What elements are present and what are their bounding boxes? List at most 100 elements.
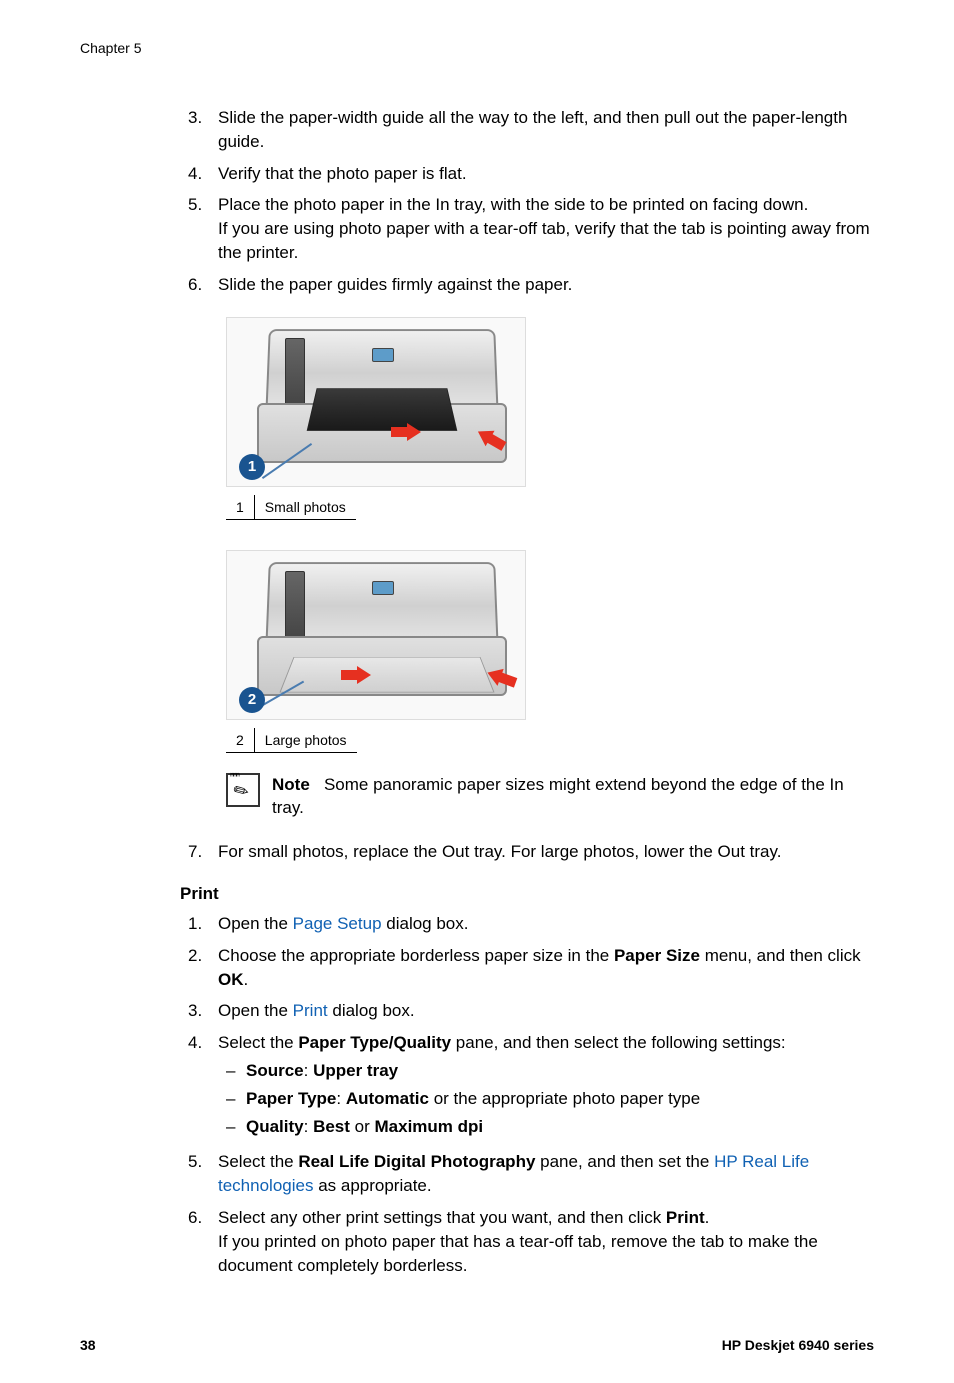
sub-list: Source: Upper tray Paper Type: Automatic… bbox=[218, 1059, 874, 1138]
step-text: Slide the paper-width guide all the way … bbox=[218, 106, 874, 154]
ok-bold: OK bbox=[218, 970, 244, 989]
print-steps-list: 1. Open the Page Setup dialog box. 2. Ch… bbox=[180, 912, 874, 1277]
step-4: 4. Verify that the photo paper is flat. bbox=[180, 162, 874, 186]
step-5-line1: Place the photo paper in the In tray, wi… bbox=[218, 195, 808, 214]
step-number: 1. bbox=[180, 912, 218, 936]
print-step-3: 3. Open the Print dialog box. bbox=[180, 999, 874, 1023]
print-bold: Print bbox=[666, 1208, 705, 1227]
printer-tray-small bbox=[307, 388, 458, 431]
step-text: Select any other print settings that you… bbox=[218, 1206, 874, 1277]
text: or bbox=[350, 1117, 375, 1136]
maximum-dpi-bold: Maximum dpi bbox=[375, 1117, 484, 1136]
step-5-line2: If you are using photo paper with a tear… bbox=[218, 219, 870, 262]
step-6: 6. Slide the paper guides firmly against… bbox=[180, 273, 874, 297]
text: or the appropriate photo paper type bbox=[429, 1089, 700, 1108]
print-heading: Print bbox=[180, 884, 874, 904]
figure-2-container: 2 2 Large photos bbox=[226, 550, 874, 753]
print-step-1: 1. Open the Page Setup dialog box. bbox=[180, 912, 874, 936]
step-text: For small photos, replace the Out tray. … bbox=[218, 840, 874, 864]
text: Choose the appropriate borderless paper … bbox=[218, 946, 614, 965]
print-link[interactable]: Print bbox=[293, 1001, 328, 1020]
figure-1-illustration: 1 bbox=[226, 317, 526, 487]
text: menu, and then click bbox=[700, 946, 861, 965]
page-container: Chapter 5 3. Slide the paper-width guide… bbox=[0, 0, 954, 1383]
print-section: Print 1. Open the Page Setup dialog box.… bbox=[180, 884, 874, 1277]
printer-screen bbox=[372, 581, 394, 595]
note-content: Note Some panoramic paper sizes might ex… bbox=[272, 773, 874, 821]
step-number: 2. bbox=[180, 944, 218, 992]
sub-item-paper-type: Paper Type: Automatic or the appropriate… bbox=[218, 1087, 874, 1111]
step-number: 6. bbox=[180, 273, 218, 297]
figure-1-container: 1 1 Small photos bbox=[226, 317, 874, 520]
steps-list-after-note: 7. For small photos, replace the Out tra… bbox=[180, 840, 874, 864]
print-step-2: 2. Choose the appropriate borderless pap… bbox=[180, 944, 874, 992]
chapter-header: Chapter 5 bbox=[80, 40, 874, 56]
upper-tray-bold: Upper tray bbox=[313, 1061, 398, 1080]
step-text: Verify that the photo paper is flat. bbox=[218, 162, 874, 186]
print-step-4: 4. Select the Paper Type/Quality pane, a… bbox=[180, 1031, 874, 1142]
paper-type-quality-bold: Paper Type/Quality bbox=[298, 1033, 451, 1052]
step-text: Choose the appropriate borderless paper … bbox=[218, 944, 874, 992]
step-number: 3. bbox=[180, 999, 218, 1023]
page-number: 38 bbox=[80, 1337, 96, 1353]
steps-list-1: 3. Slide the paper-width guide all the w… bbox=[180, 106, 874, 297]
step-number: 4. bbox=[180, 162, 218, 186]
text: . bbox=[244, 970, 249, 989]
legend-label: Large photos bbox=[254, 728, 356, 753]
text: pane, and then set the bbox=[535, 1152, 714, 1171]
paper-size-bold: Paper Size bbox=[614, 946, 700, 965]
best-bold: Best bbox=[313, 1117, 350, 1136]
product-name: HP Deskjet 6940 series bbox=[722, 1337, 874, 1353]
text: dialog box. bbox=[328, 1001, 415, 1020]
note-label: Note bbox=[272, 775, 310, 794]
text: as appropriate. bbox=[313, 1176, 431, 1195]
text: If you printed on photo paper that has a… bbox=[218, 1232, 818, 1275]
automatic-bold: Automatic bbox=[346, 1089, 429, 1108]
figure-2-illustration: 2 bbox=[226, 550, 526, 720]
printer-tray-large bbox=[279, 657, 494, 693]
text: : bbox=[336, 1089, 345, 1108]
callout-badge-2: 2 bbox=[239, 687, 265, 713]
print-step-5: 5. Select the Real Life Digital Photogra… bbox=[180, 1150, 874, 1198]
paper-type-bold: Paper Type bbox=[246, 1089, 336, 1108]
legend-row: 2 Large photos bbox=[226, 728, 357, 753]
step-text: Open the Page Setup dialog box. bbox=[218, 912, 874, 936]
legend-number: 2 bbox=[226, 728, 254, 753]
note-text: Some panoramic paper sizes might extend … bbox=[272, 775, 844, 818]
text: dialog box. bbox=[382, 914, 469, 933]
print-step-6: 6. Select any other print settings that … bbox=[180, 1206, 874, 1277]
legend-label: Small photos bbox=[254, 495, 355, 520]
printer-screen bbox=[372, 348, 394, 362]
note-icon: ⁿⁿⁿ bbox=[226, 773, 260, 807]
step-text: Slide the paper guides firmly against th… bbox=[218, 273, 874, 297]
step-number: 7. bbox=[180, 840, 218, 864]
sub-item-source: Source: Upper tray bbox=[218, 1059, 874, 1083]
arrow-icon bbox=[357, 666, 371, 684]
note-box: ⁿⁿⁿ Note Some panoramic paper sizes migh… bbox=[226, 773, 874, 821]
text: : bbox=[304, 1061, 313, 1080]
page-setup-link[interactable]: Page Setup bbox=[293, 914, 382, 933]
text: Select the bbox=[218, 1033, 298, 1052]
arrow-icon bbox=[407, 423, 421, 441]
step-text: Select the Paper Type/Quality pane, and … bbox=[218, 1031, 874, 1142]
sub-item-quality: Quality: Best or Maximum dpi bbox=[218, 1115, 874, 1139]
source-bold: Source bbox=[246, 1061, 304, 1080]
legend-number: 1 bbox=[226, 495, 254, 520]
text: Open the bbox=[218, 1001, 293, 1020]
spiral-icon: ⁿⁿⁿ bbox=[230, 769, 239, 784]
step-number: 5. bbox=[180, 193, 218, 264]
text: Select the bbox=[218, 1152, 298, 1171]
step-number: 6. bbox=[180, 1206, 218, 1277]
printer-control-panel bbox=[285, 338, 305, 408]
step-3: 3. Slide the paper-width guide all the w… bbox=[180, 106, 874, 154]
quality-bold: Quality bbox=[246, 1117, 304, 1136]
step-text: Open the Print dialog box. bbox=[218, 999, 874, 1023]
legend-row: 1 Small photos bbox=[226, 495, 356, 520]
step-number: 5. bbox=[180, 1150, 218, 1198]
step-text: Place the photo paper in the In tray, wi… bbox=[218, 193, 874, 264]
printer-control-panel bbox=[285, 571, 305, 641]
callout-badge-1: 1 bbox=[239, 454, 265, 480]
text: pane, and then select the following sett… bbox=[451, 1033, 786, 1052]
figure-1-legend: 1 Small photos bbox=[226, 495, 356, 520]
figure-2-legend: 2 Large photos bbox=[226, 728, 357, 753]
